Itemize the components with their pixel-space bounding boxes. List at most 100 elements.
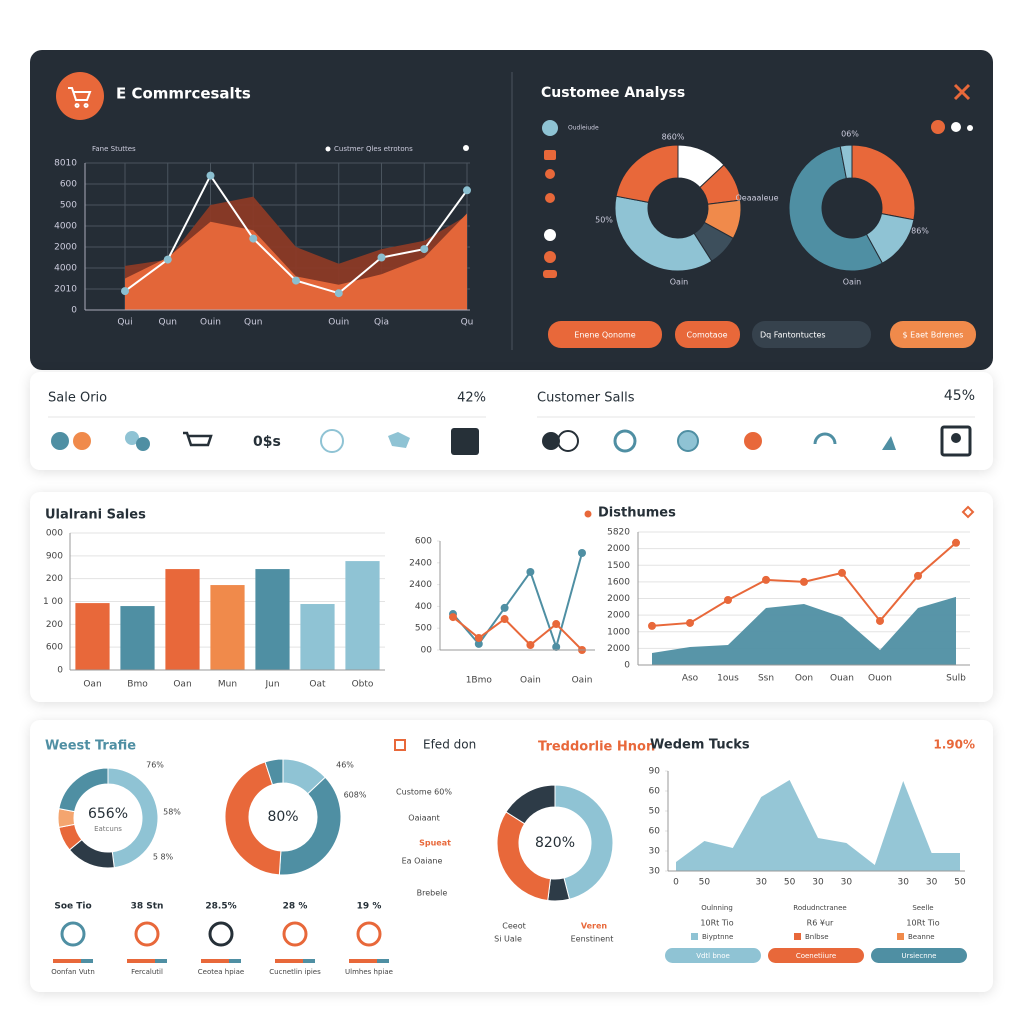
annotation: 608%: [344, 791, 367, 800]
area: [652, 596, 956, 665]
legend-col-line: 10Rt Tio: [906, 919, 939, 928]
x-tick-label: Qun: [244, 318, 263, 328]
stat-bar: [53, 959, 81, 963]
donut-segment: [614, 195, 713, 272]
stat-caption: Ceotea hpiae: [198, 968, 244, 976]
point: [952, 538, 960, 547]
summary-value: 42%: [457, 391, 486, 406]
annotation: 46%: [336, 761, 354, 770]
bar: [165, 569, 200, 670]
y-tick-label: 900: [46, 551, 63, 561]
x-tick-label: 30: [755, 878, 767, 888]
y-tick-label: 600: [415, 537, 432, 547]
donut-segment: [554, 784, 614, 900]
button-label: $ Eaet Bdrenes: [903, 331, 964, 340]
legend-label: Fane Stuttes: [92, 145, 136, 153]
x-tick-label: Ouan: [830, 674, 854, 684]
y-tick-label: 2000: [607, 644, 630, 654]
legend-square: [794, 933, 801, 940]
point: [292, 276, 300, 285]
y-tick-label: 50: [649, 807, 661, 817]
x-tick-label: Ouin: [328, 318, 349, 328]
donut-segment: [788, 145, 884, 272]
legend-marker: [325, 146, 331, 152]
x-tick-label: Oan: [83, 680, 101, 690]
svg-text:0$s: 0$s: [253, 434, 281, 450]
annotation: 06%: [841, 130, 859, 139]
icon-row: 0$s: [51, 425, 972, 457]
donut-center-sub: Eatcuns: [94, 825, 122, 833]
legend-columns: Oulnning 10Rt Tio Biyptnne Vdtl bnoe Rodudnc…: [665, 904, 967, 963]
x-tick-label: Oan: [173, 680, 191, 690]
button[interactable]: Comotaoe: [675, 321, 740, 348]
annotation: Oain: [670, 278, 689, 287]
dot: [967, 125, 973, 131]
y-tick-label: 00: [421, 646, 433, 656]
x-tick-label: Bmo: [127, 680, 148, 690]
y-tick-label: 2000: [607, 594, 630, 604]
y-tick-label: 2000: [607, 544, 630, 554]
x-tick-label: Jun: [264, 680, 279, 690]
legend-button[interactable]: [665, 948, 761, 963]
point: [526, 567, 535, 576]
donut-segment: [264, 758, 284, 786]
side-icon: [545, 193, 555, 203]
x-tick-label: 50: [699, 878, 711, 888]
stat-bar: [155, 959, 167, 963]
point: [206, 171, 215, 180]
donut-center: 820%: [535, 835, 575, 851]
x-tick-label: Qun: [159, 318, 178, 328]
legend-button-label: Coenetiiure: [796, 952, 836, 960]
x-tick-label: 1Bmo: [466, 676, 493, 686]
dot: [951, 122, 961, 132]
point: [552, 642, 561, 651]
annotation: 76%: [146, 761, 164, 770]
y-tick-label: 0: [71, 306, 77, 316]
y-tick-label: 90: [649, 767, 661, 777]
stat-bar: [349, 959, 377, 963]
legend-button-label: Ursiecnne: [902, 952, 937, 960]
button[interactable]: Dq Fantontuctes: [752, 321, 871, 348]
point: [648, 621, 656, 630]
chart-title: Disthumes: [598, 506, 676, 521]
stat-icon: [282, 921, 308, 947]
annotation: Ea Oaiane: [402, 857, 443, 866]
y-tick-label: 000: [46, 529, 63, 539]
close-button[interactable]: [953, 83, 971, 101]
annotation: Ceeot: [502, 922, 525, 931]
stat-bar: [127, 959, 155, 963]
x-tick-label: Qui: [117, 318, 132, 328]
x-tick-label: 30: [812, 878, 824, 888]
y-tick-label: 1000: [607, 627, 630, 637]
header-title: E Commrcesalts: [116, 85, 251, 103]
legend-button[interactable]: [871, 948, 967, 963]
donut-center: 80%: [267, 809, 298, 825]
stat-caption: Oonfan Vutn: [51, 968, 95, 976]
point: [334, 289, 343, 298]
bar: [120, 606, 155, 670]
stat-bar: [201, 959, 229, 963]
point: [578, 548, 586, 557]
legend-button[interactable]: [768, 948, 864, 963]
title-dot: [584, 510, 592, 518]
y-tick-label: 60: [649, 827, 661, 837]
side-icon: [545, 169, 555, 179]
summary-label: Sale Orio: [48, 391, 107, 406]
side-icon: [544, 150, 556, 160]
y-tick-label: 400: [415, 602, 432, 612]
side-label: Oudleiude: [568, 125, 599, 132]
x-tick-label: Oain: [572, 676, 593, 686]
stat-icon: [134, 921, 160, 947]
y-tick-label: 60: [649, 787, 661, 797]
point: [914, 571, 922, 580]
button-label: Comotaoe: [686, 331, 727, 340]
y-tick-label: 4000: [54, 264, 77, 274]
point: [474, 634, 483, 643]
point: [121, 287, 129, 296]
button[interactable]: Enene Qonome: [548, 321, 662, 348]
bar: [300, 604, 335, 670]
point: [163, 255, 172, 264]
point: [724, 595, 732, 604]
legend-col-title: Oulnning: [701, 904, 733, 912]
button[interactable]: $ Eaet Bdrenes: [890, 321, 976, 348]
